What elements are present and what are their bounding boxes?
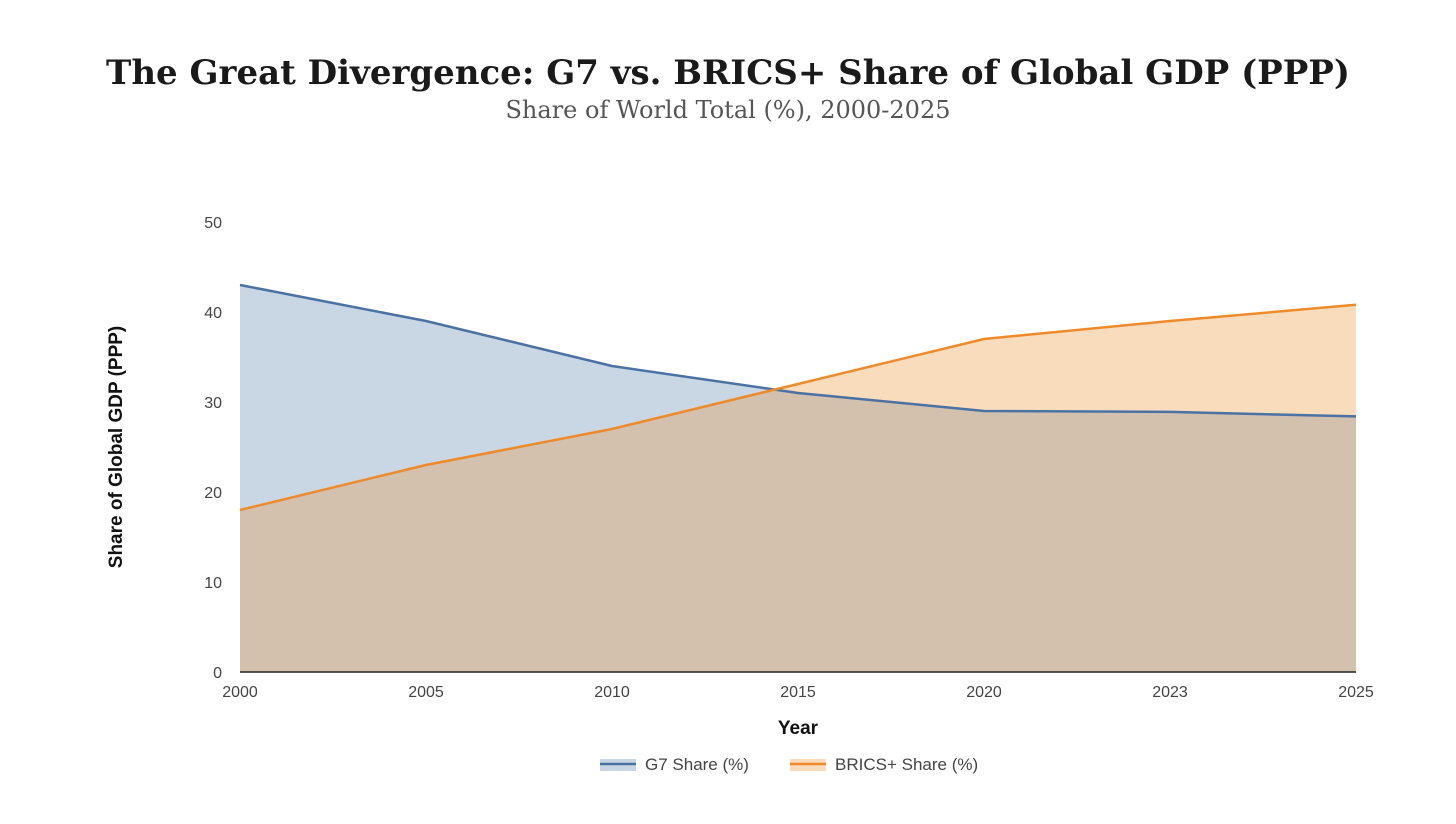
series-line-brics <box>239 303 1357 512</box>
plot-area <box>239 283 1357 672</box>
y-axis-ticks: 0 10 20 30 40 50 <box>204 215 222 682</box>
series-line-g7 <box>239 283 1357 418</box>
legend-item-brics[interactable]: BRICS+ Share (%) <box>790 755 978 774</box>
legend-item-g7[interactable]: G7 Share (%) <box>600 755 749 774</box>
y-tick-label-0: 0 <box>213 665 222 682</box>
x-tick-label-2025: 2025 <box>1338 684 1374 701</box>
x-axis-label: Year <box>778 718 819 739</box>
chart-subtitle: Share of World Total (%), 2000-2025 <box>505 96 950 124</box>
y-tick-label-50: 50 <box>204 215 222 232</box>
x-tick-label-2000: 2000 <box>222 684 258 701</box>
y-tick-label-40: 40 <box>204 305 222 322</box>
legend-label-g7: G7 Share (%) <box>645 755 749 774</box>
legend-label-brics: BRICS+ Share (%) <box>835 755 978 774</box>
legend: G7 Share (%) BRICS+ Share (%) <box>600 755 978 774</box>
x-tick-label-2020: 2020 <box>966 684 1002 701</box>
chart-title: The Great Divergence: G7 vs. BRICS+ Shar… <box>106 53 1350 93</box>
x-tick-label-2023: 2023 <box>1152 684 1188 701</box>
x-tick-label-2010: 2010 <box>594 684 630 701</box>
y-tick-label-30: 30 <box>204 395 222 412</box>
area-overlap <box>240 389 1356 672</box>
x-tick-label-2015: 2015 <box>780 684 816 701</box>
y-tick-label-20: 20 <box>204 485 222 502</box>
x-axis-ticks: 2000 2005 2010 2015 2020 2023 2025 <box>222 684 1374 701</box>
x-tick-label-2005: 2005 <box>408 684 444 701</box>
y-axis-label: Share of Global GDP (PPP) <box>106 326 127 568</box>
y-tick-label-10: 10 <box>204 575 222 592</box>
